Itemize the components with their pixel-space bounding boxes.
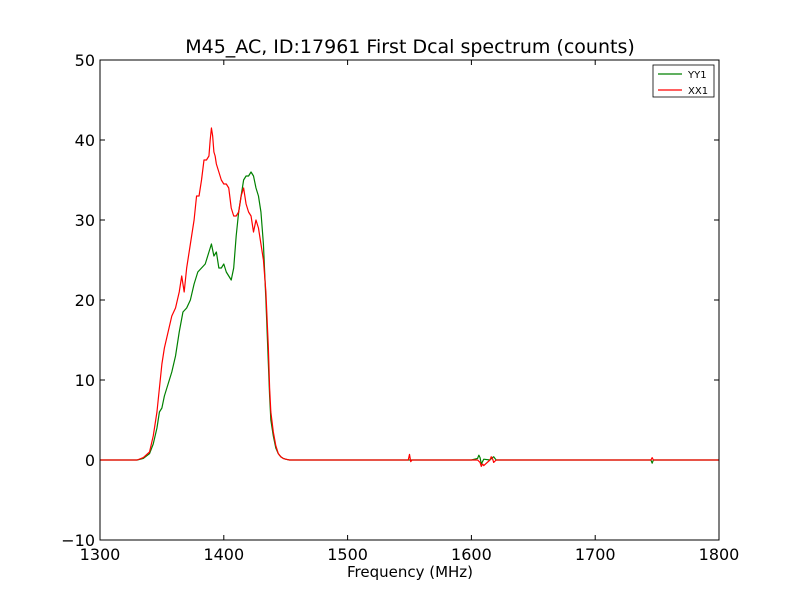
legend-box: [652, 64, 715, 98]
y-tick-label: 20: [75, 291, 95, 310]
y-axis-ticks: −10 0 10 20 30 40 50: [61, 51, 719, 550]
x-tick-label: 1700: [575, 545, 616, 564]
x-tick-label: 1600: [451, 545, 492, 564]
y-tick-label: 30: [75, 211, 95, 230]
y-tick-label: 50: [75, 51, 95, 70]
y-tick-label: 0: [85, 451, 95, 470]
x-tick-label: 1400: [203, 545, 244, 564]
series-line-yy1: [100, 171, 719, 465]
x-tick-label: 1300: [80, 545, 121, 564]
y-tick-label: −10: [61, 531, 95, 550]
legend-label: XX1: [688, 86, 708, 97]
series-layer: [100, 127, 719, 467]
series-line-xx1: [100, 127, 719, 467]
legend-label: YY1: [687, 70, 707, 81]
x-tick-label: 1800: [699, 545, 740, 564]
y-tick-label: 10: [75, 371, 95, 390]
x-axis-label: Frequency (MHz): [347, 563, 473, 581]
chart-title: M45_AC, ID:17961 First Dcal spectrum (co…: [185, 36, 635, 58]
x-tick-label: 1500: [327, 545, 368, 564]
y-tick-label: 40: [75, 131, 95, 150]
plot-frame: [99, 59, 720, 541]
x-axis-ticks: 1300 1400 1500 1600 1700 1800: [80, 60, 740, 564]
